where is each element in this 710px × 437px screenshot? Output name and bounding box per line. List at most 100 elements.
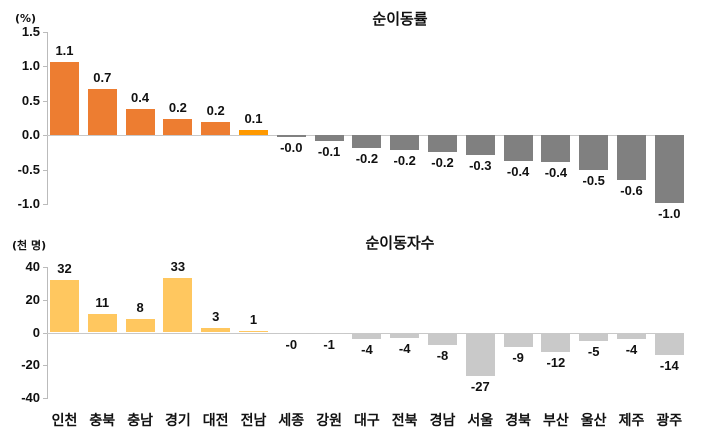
bar-6 [276, 332, 306, 334]
chart-title: 순이동률 [372, 10, 428, 28]
value-label: 0.4 [131, 90, 150, 106]
bar-4 [201, 327, 231, 333]
bar-4 [201, 122, 231, 136]
value-label: -1.0 [658, 206, 681, 222]
value-label: 11 [95, 295, 110, 311]
bar-8 [352, 135, 382, 148]
y-axis-line [47, 32, 48, 204]
y-tick-label: 0.0 [21, 127, 40, 143]
bar-0 [50, 62, 79, 136]
y-tick-mark [43, 66, 48, 68]
bar-11 [465, 332, 495, 376]
bar-3 [163, 119, 193, 136]
x-category-label: 경남 [429, 413, 456, 429]
x-category-label: 경북 [505, 413, 531, 429]
x-category-label: 강원 [316, 413, 342, 429]
value-label: -0.4 [506, 163, 530, 179]
bar-7 [314, 332, 344, 335]
bar-9 [390, 135, 420, 150]
bar-14 [579, 332, 609, 341]
value-label: -5 [587, 343, 600, 359]
bar-0 [50, 280, 79, 333]
value-label: -12 [546, 355, 566, 371]
x-category-label: 제주 [618, 413, 645, 429]
y-tick-mark [43, 299, 48, 301]
x-category-label: 충남 [127, 413, 153, 429]
y-tick-label: -0.5 [17, 161, 40, 177]
value-label: -0.2 [355, 150, 379, 166]
y-tick-label: 40 [25, 259, 40, 274]
bar-1 [87, 314, 117, 333]
bar-11 [465, 135, 495, 156]
y-tick-mark [43, 204, 48, 205]
bar-5 [239, 130, 268, 136]
value-label: 1 [249, 311, 258, 327]
y-tick-label: -40 [21, 390, 40, 405]
bar-13 [541, 135, 571, 163]
value-label: 0.7 [93, 70, 112, 86]
y-tick-mark [43, 135, 48, 137]
bar-16 [654, 135, 684, 204]
value-label: -8 [436, 347, 449, 363]
value-label: -14 [659, 357, 679, 373]
y-tick-label: 1.5 [21, 24, 40, 39]
x-category-label: 전북 [391, 413, 418, 429]
bar-13 [541, 332, 571, 353]
y-tick-label: 0.5 [21, 92, 40, 108]
x-category-label: 인천 [51, 413, 78, 429]
value-label: -9 [512, 350, 524, 366]
value-label: -4 [361, 342, 373, 358]
bar-3 [163, 278, 193, 333]
bar-10 [428, 135, 457, 152]
bar-8 [352, 332, 382, 340]
value-label: -1 [323, 337, 335, 353]
y-tick-mark [43, 267, 48, 268]
x-category-label: 광주 [656, 413, 683, 429]
x-category-label: 대구 [354, 413, 380, 429]
value-label: -0.2 [393, 152, 416, 168]
value-label: -0 [285, 337, 298, 352]
value-label: -0.5 [582, 172, 605, 188]
value-label: -4 [625, 342, 638, 358]
y-tick-label: 20 [25, 291, 40, 307]
value-label: 32 [57, 261, 72, 277]
bar-16 [654, 332, 684, 355]
bar-5 [239, 330, 268, 333]
y-tick-label: -1.0 [17, 196, 40, 211]
y-tick-mark [43, 332, 48, 334]
x-category-label: 울산 [580, 413, 607, 429]
x-category-label: 서울 [467, 413, 494, 429]
bar-2 [125, 319, 155, 333]
x-category-label: 전남 [240, 413, 267, 429]
value-label: -0.3 [469, 158, 492, 174]
bar-10 [428, 332, 457, 345]
bar-9 [390, 332, 420, 339]
y-tick-mark [43, 32, 48, 33]
x-category-label: 세종 [278, 413, 305, 429]
value-label: 33 [170, 259, 186, 275]
bar-1 [87, 89, 117, 136]
value-label: -0.6 [620, 182, 643, 198]
value-label: -0.1 [317, 144, 341, 160]
y-tick-mark [43, 100, 48, 102]
bar-6 [276, 135, 306, 137]
x-category-label: 충북 [89, 413, 116, 429]
value-label: -27 [470, 378, 490, 394]
value-label: 3 [212, 308, 220, 324]
bar-15 [617, 332, 646, 340]
x-category-label: 부산 [543, 413, 569, 429]
x-category-label: 대전 [202, 413, 229, 429]
value-label: 0.1 [244, 111, 263, 127]
chart-title: 순이동자수 [365, 234, 435, 252]
bar-12 [503, 332, 533, 348]
y-tick-label: 1.0 [21, 58, 40, 74]
bar-14 [579, 135, 609, 170]
bar-7 [314, 135, 344, 142]
value-label: 1.1 [55, 43, 74, 59]
y-axis-unit: (천 명) [12, 239, 47, 252]
y-tick-mark [43, 169, 48, 171]
y-tick-mark [43, 398, 48, 399]
value-label: 0.2 [168, 100, 187, 116]
value-label: -0.2 [431, 154, 454, 170]
x-category-label: 경기 [165, 413, 191, 429]
